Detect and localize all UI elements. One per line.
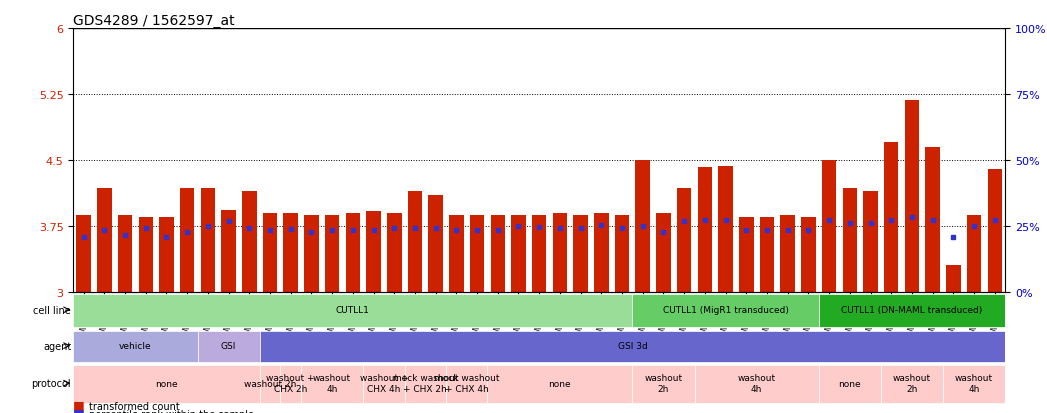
- FancyBboxPatch shape: [694, 366, 819, 403]
- Text: GSI 3d: GSI 3d: [618, 341, 647, 350]
- Bar: [511, 216, 526, 292]
- FancyBboxPatch shape: [632, 294, 819, 328]
- Bar: [449, 216, 464, 292]
- Text: ■: ■: [73, 398, 85, 411]
- Bar: [180, 188, 195, 292]
- FancyBboxPatch shape: [260, 331, 1005, 362]
- Bar: [221, 211, 236, 292]
- FancyBboxPatch shape: [281, 366, 302, 403]
- Bar: [97, 188, 112, 292]
- Bar: [263, 213, 277, 292]
- Bar: [905, 101, 919, 292]
- Bar: [387, 213, 401, 292]
- Bar: [118, 216, 132, 292]
- Bar: [201, 188, 215, 292]
- Text: washout
4h: washout 4h: [737, 374, 776, 393]
- Text: agent: agent: [43, 341, 71, 351]
- Bar: [656, 213, 671, 292]
- Text: CUTLL1: CUTLL1: [336, 306, 370, 315]
- Bar: [615, 216, 629, 292]
- FancyBboxPatch shape: [819, 294, 1005, 328]
- Bar: [305, 216, 318, 292]
- Bar: [966, 216, 981, 292]
- Text: washout 2h: washout 2h: [244, 379, 296, 388]
- Bar: [532, 216, 547, 292]
- Text: CUTLL1 (DN-MAML transduced): CUTLL1 (DN-MAML transduced): [842, 306, 982, 315]
- Bar: [76, 216, 91, 292]
- Bar: [366, 211, 381, 292]
- Text: mock washout
+ CHX 4h: mock washout + CHX 4h: [433, 374, 499, 393]
- Text: transformed count: transformed count: [89, 401, 180, 411]
- Bar: [470, 216, 485, 292]
- Text: none: none: [155, 379, 178, 388]
- Text: vehicle: vehicle: [119, 341, 152, 350]
- Bar: [697, 167, 712, 292]
- Bar: [946, 266, 960, 292]
- FancyBboxPatch shape: [73, 331, 198, 362]
- Text: washout
4h: washout 4h: [313, 374, 351, 393]
- FancyBboxPatch shape: [488, 366, 632, 403]
- Bar: [677, 188, 691, 292]
- FancyBboxPatch shape: [73, 366, 260, 403]
- FancyBboxPatch shape: [260, 366, 281, 403]
- Bar: [553, 213, 567, 292]
- Bar: [242, 191, 257, 292]
- FancyBboxPatch shape: [363, 366, 404, 403]
- Text: washout +
CHX 4h: washout + CHX 4h: [360, 374, 408, 393]
- Text: washout
2h: washout 2h: [893, 374, 931, 393]
- Bar: [284, 213, 298, 292]
- FancyBboxPatch shape: [446, 366, 488, 403]
- Text: none: none: [549, 379, 572, 388]
- FancyBboxPatch shape: [881, 366, 943, 403]
- Bar: [428, 195, 443, 292]
- Text: cell line: cell line: [34, 305, 71, 315]
- Text: CUTLL1 (MigR1 transduced): CUTLL1 (MigR1 transduced): [663, 306, 788, 315]
- Bar: [346, 213, 360, 292]
- FancyBboxPatch shape: [198, 331, 260, 362]
- Text: mock washout
+ CHX 2h: mock washout + CHX 2h: [393, 374, 459, 393]
- Text: protocol: protocol: [31, 378, 71, 388]
- Text: washout
2h: washout 2h: [644, 374, 683, 393]
- Bar: [884, 143, 898, 292]
- FancyBboxPatch shape: [73, 294, 632, 328]
- Bar: [594, 213, 608, 292]
- Bar: [843, 188, 857, 292]
- Bar: [491, 216, 505, 292]
- Bar: [822, 160, 837, 292]
- Bar: [864, 191, 877, 292]
- FancyBboxPatch shape: [404, 366, 446, 403]
- Bar: [159, 218, 174, 292]
- Bar: [780, 216, 795, 292]
- Bar: [718, 166, 733, 292]
- FancyBboxPatch shape: [819, 366, 881, 403]
- Bar: [325, 216, 339, 292]
- Bar: [407, 191, 422, 292]
- FancyBboxPatch shape: [632, 366, 694, 403]
- Bar: [987, 169, 1002, 292]
- Bar: [760, 218, 774, 292]
- FancyBboxPatch shape: [302, 366, 363, 403]
- Text: GDS4289 / 1562597_at: GDS4289 / 1562597_at: [73, 14, 235, 28]
- Bar: [636, 160, 650, 292]
- Text: GSI: GSI: [221, 341, 237, 350]
- Bar: [926, 147, 940, 292]
- Text: washout
4h: washout 4h: [955, 374, 994, 393]
- Bar: [801, 218, 816, 292]
- Bar: [138, 218, 153, 292]
- Bar: [574, 216, 587, 292]
- Text: percentile rank within the sample: percentile rank within the sample: [89, 409, 254, 413]
- Text: none: none: [839, 379, 861, 388]
- Text: washout +
CHX 2h: washout + CHX 2h: [267, 374, 315, 393]
- FancyBboxPatch shape: [943, 366, 1005, 403]
- Bar: [739, 218, 754, 292]
- Text: ■: ■: [73, 406, 85, 413]
